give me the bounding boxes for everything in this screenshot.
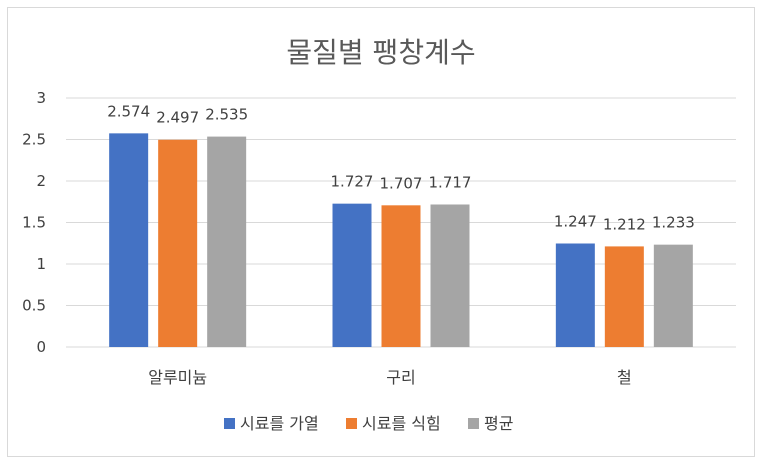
legend: 시료를 가열 시료를 식힘 평균 [224, 414, 513, 433]
bar [158, 139, 198, 347]
data-label: 1.233 [652, 214, 695, 232]
y-tick-label: 3 [36, 89, 46, 107]
bar [381, 205, 421, 347]
x-category-label: 구리 [386, 368, 415, 387]
legend-label: 시료를 식힘 [362, 414, 441, 433]
legend-label: 시료를 가열 [240, 414, 319, 433]
data-label: 1.717 [429, 173, 472, 191]
legend-swatch [224, 418, 235, 429]
y-tick-label: 2 [36, 172, 46, 190]
data-label: 2.535 [205, 106, 248, 124]
bars [109, 133, 693, 347]
legend-label: 평균 [484, 414, 513, 433]
y-axis-ticks: 0 0.5 1 1.5 2 2.5 3 [22, 89, 46, 356]
data-label: 1.247 [554, 212, 597, 230]
chart-title: 물질별 팽창계수 [286, 36, 475, 69]
data-label: 1.212 [603, 215, 646, 233]
data-labels: 2.574 2.497 2.535 1.727 1.707 1.717 1.247 1.212… [107, 102, 695, 233]
legend-item: 평균 [468, 414, 513, 433]
y-tick-label: 1 [36, 255, 46, 273]
bar [430, 204, 470, 347]
bar [109, 133, 149, 347]
data-label: 2.497 [156, 109, 199, 127]
legend-item: 시료를 가열 [224, 414, 319, 433]
y-tick-label: 2.5 [22, 131, 46, 149]
y-tick-label: 1.5 [22, 214, 46, 232]
bar [207, 136, 247, 347]
x-axis-categories: 알루미늄 구리 철 [148, 368, 631, 387]
data-label: 2.574 [107, 102, 150, 120]
legend-swatch [346, 418, 357, 429]
bar [604, 246, 644, 347]
legend-item: 시료를 식힘 [346, 414, 441, 433]
bar [653, 244, 693, 347]
bar [332, 203, 372, 347]
data-label: 1.727 [331, 173, 374, 191]
bar [555, 243, 595, 347]
x-category-label: 철 [617, 368, 632, 387]
x-category-label: 알루미늄 [148, 368, 207, 387]
y-tick-label: 0 [36, 338, 46, 356]
legend-swatch [468, 418, 479, 429]
data-label: 1.707 [380, 174, 423, 192]
y-tick-label: 0.5 [22, 297, 46, 315]
